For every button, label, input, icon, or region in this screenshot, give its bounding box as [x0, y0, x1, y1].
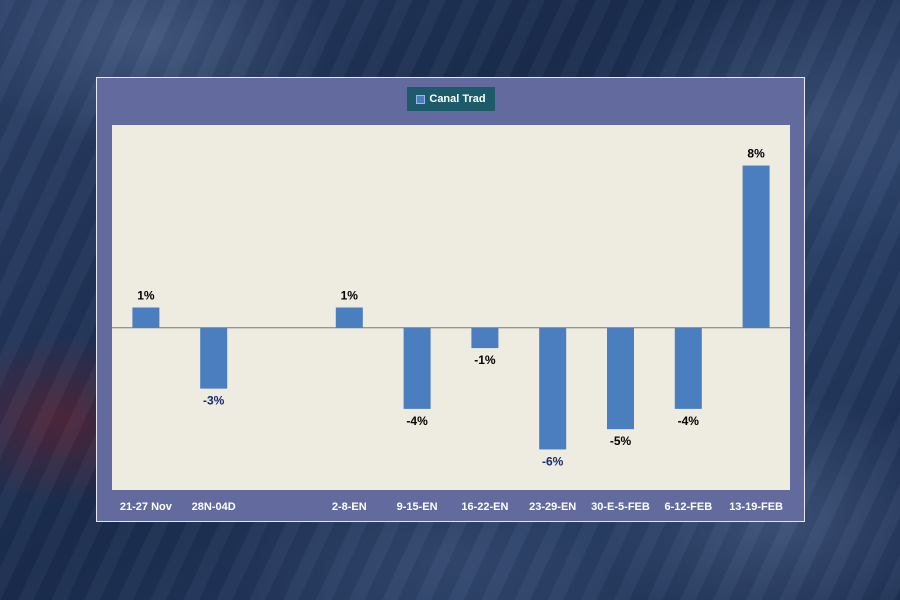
bar — [539, 327, 567, 450]
x-tick-label: 21-27 Nov — [120, 501, 173, 513]
bar — [471, 327, 499, 349]
legend-swatch — [416, 94, 426, 104]
legend-label: Canal Trad — [429, 93, 486, 105]
bar — [200, 327, 228, 389]
chart-frame: Canal Trad 1% 21-27 Nov -3% 28N-04D 1% 2-8-EN… — [96, 77, 805, 522]
data-label: -6% — [542, 454, 564, 468]
data-label: -3% — [203, 394, 225, 408]
data-label: -1% — [474, 353, 496, 367]
x-tick-label: 9-15-EN — [397, 501, 438, 513]
x-tick-label: 23-29-EN — [529, 501, 576, 513]
data-label: 1% — [341, 289, 359, 303]
bar — [132, 307, 160, 328]
bar — [674, 327, 702, 409]
bar — [607, 327, 634, 430]
x-tick-label: 30-E-5-FEB — [591, 501, 650, 513]
legend: Canal Trad — [407, 87, 495, 111]
x-tick-label: 16-22-EN — [461, 501, 508, 513]
bar — [742, 165, 770, 328]
x-tick-label: 28N-04D — [192, 501, 236, 513]
bar — [335, 307, 363, 328]
bar-chart: 1% 21-27 Nov -3% 28N-04D 1% 2-8-EN -4% 9-15-EN -… — [112, 125, 790, 513]
data-label: -4% — [406, 414, 428, 428]
data-label: -5% — [610, 434, 632, 448]
data-label: 1% — [137, 289, 155, 303]
x-tick-label: 2-8-EN — [332, 501, 367, 513]
plot-area — [112, 125, 790, 490]
data-label: 8% — [747, 147, 765, 161]
x-tick-label: 13-19-FEB — [729, 501, 783, 513]
x-tick-label: 6-12-FEB — [664, 501, 712, 513]
data-label: -4% — [678, 414, 700, 428]
bar — [403, 327, 431, 409]
